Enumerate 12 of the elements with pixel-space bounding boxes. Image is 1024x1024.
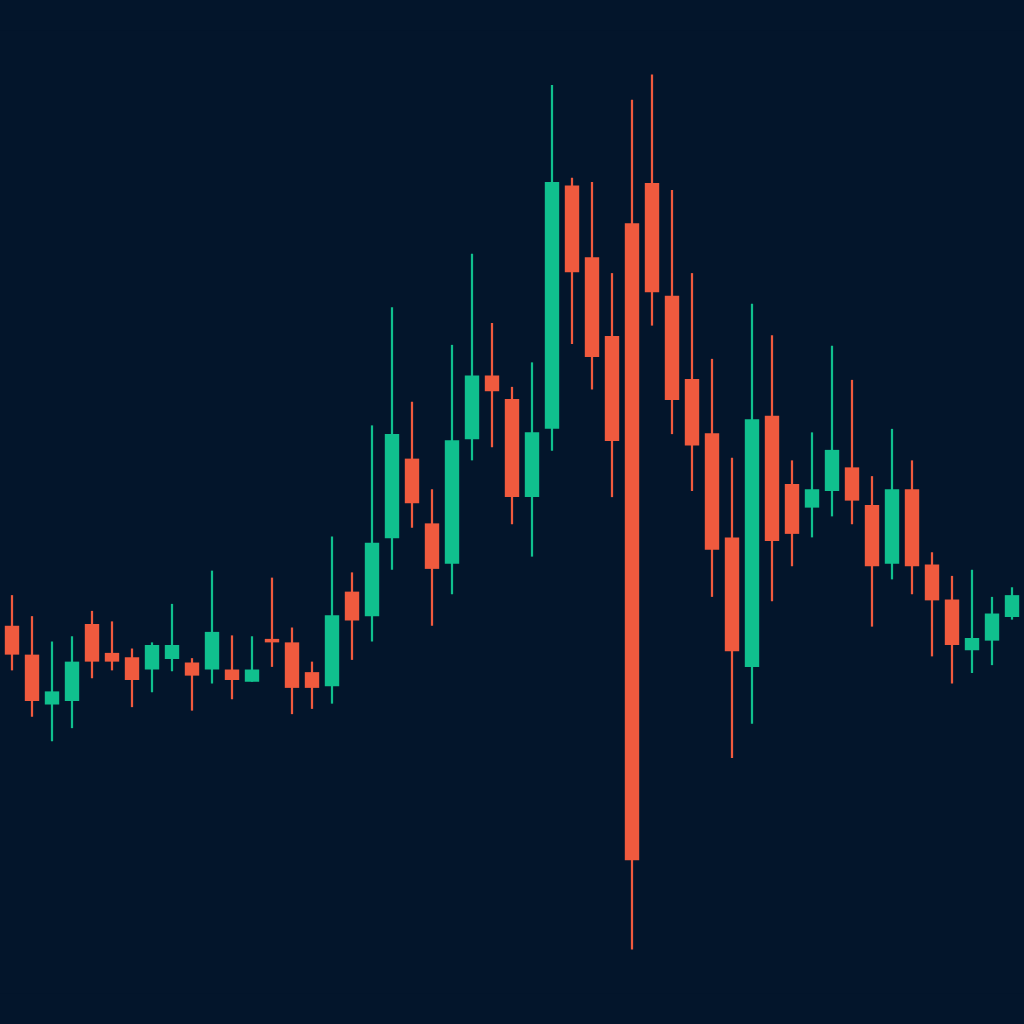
candlestick (224, 634, 240, 701)
candlestick (244, 635, 260, 683)
candlestick (124, 647, 140, 709)
candlestick (104, 620, 120, 672)
candlestick (964, 568, 980, 675)
candlestick (44, 640, 60, 743)
candlestick (164, 602, 180, 673)
candlestick (484, 321, 500, 449)
candlestick (304, 660, 320, 710)
candlestick (804, 431, 820, 539)
candlestick (184, 657, 200, 712)
candlestick (1004, 586, 1020, 621)
